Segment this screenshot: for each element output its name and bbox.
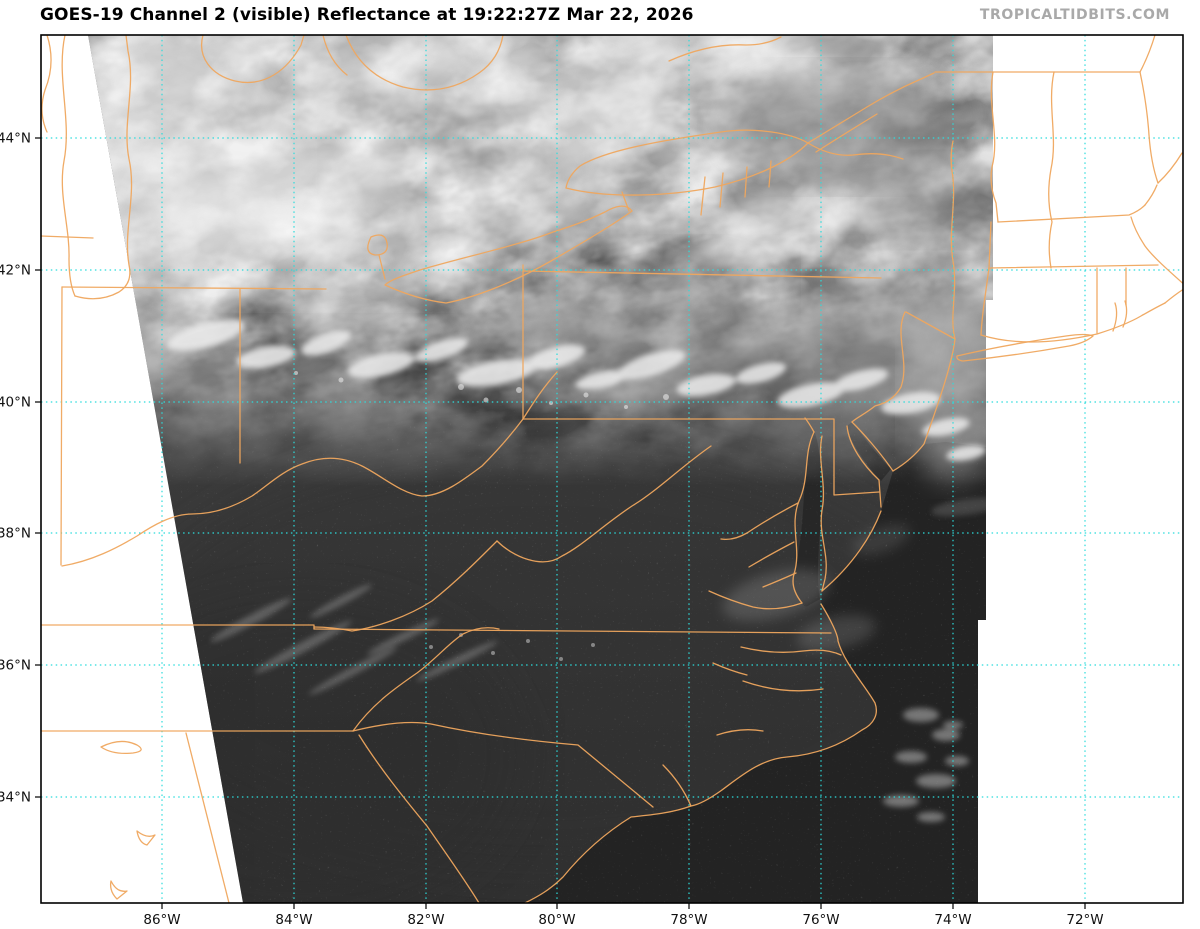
georgian-bay-shore	[345, 35, 504, 91]
connecticut-coast	[980, 302, 1166, 343]
lon-tick-label: 84°W	[275, 912, 312, 928]
chesapeake-east-shore	[819, 435, 827, 592]
cloud-deck	[88, 35, 993, 666]
narragansett-bay	[1112, 300, 1128, 332]
delmarva-coast	[821, 510, 882, 592]
lat-tick-label: 38°N	[0, 526, 31, 542]
ohio-river	[61, 371, 558, 567]
hudson-river	[950, 140, 956, 340]
lake-ontario-shoreline	[565, 129, 809, 196]
neuse-river	[716, 729, 764, 736]
chowan-river	[712, 662, 748, 676]
site-watermark: TROPICALTIDBITS.COM	[979, 7, 1170, 23]
lake-stclair	[367, 234, 388, 280]
maine-border-northeast	[1139, 35, 1156, 73]
new-hampshire-maine-border	[1139, 71, 1159, 184]
lat-tick-label: 42°N	[0, 263, 31, 279]
georgia-alabama-border	[185, 732, 230, 903]
york-river	[762, 572, 797, 588]
piedmont-specks	[429, 633, 595, 661]
cumulus-specks	[294, 371, 669, 409]
lon-tick-label: 76°W	[802, 912, 839, 928]
susquehanna-mouth	[804, 417, 815, 433]
boston-coast	[1130, 216, 1183, 285]
ottawa-river	[668, 36, 782, 62]
west-virginia-virginia-border	[496, 445, 712, 563]
albemarle-sound	[740, 646, 842, 656]
north-carolina-south-carolina-border	[352, 721, 654, 808]
lake-champlain-ny-vt-border	[990, 71, 999, 223]
tennessee-valley-lake-3	[109, 880, 128, 900]
lake-michigan-west-shore	[61, 35, 76, 297]
wisconsin-illinois-border	[41, 235, 94, 239]
atlantic-coastline	[524, 603, 877, 903]
mohawk-river	[807, 142, 904, 160]
cumulus-band	[167, 319, 986, 461]
lake-huron-arc	[322, 35, 348, 76]
gridlines-layer	[41, 35, 1183, 903]
lake-michigan-east-shore	[74, 35, 133, 300]
cape-cod-coast	[1164, 288, 1183, 304]
tennessee-north-carolina-border	[352, 627, 500, 732]
delaware-river	[851, 311, 906, 423]
cape-fear-river	[662, 764, 692, 807]
map-title: GOES-19 Channel 2 (visible) Reflectance …	[40, 5, 694, 25]
michigan-south-border	[61, 286, 327, 290]
map-frame	[40, 34, 1184, 904]
green-bay-shore	[41, 35, 52, 133]
lon-tick-label: 74°W	[934, 912, 971, 928]
vermont-new-hampshire-border	[1048, 71, 1055, 269]
lat-tick-label: 34°N	[0, 790, 31, 806]
illinois-indiana-border	[60, 286, 63, 566]
mason-dixon-line	[522, 418, 880, 496]
lat-tick-label: 36°N	[0, 658, 31, 674]
virginia-north-carolina-border	[313, 628, 832, 634]
savannah-river-border	[358, 734, 480, 903]
lat-tick-label: 40°N	[0, 395, 31, 411]
chesapeake-west-shore	[792, 431, 815, 604]
tennessee-valley-lake-2	[136, 830, 156, 846]
lat-tick-label: 44°N	[0, 131, 31, 147]
mountain-wave-clouds	[210, 584, 498, 695]
finger-lakes	[700, 160, 772, 216]
potomac-river	[720, 502, 799, 541]
lon-tick-label: 82°W	[407, 912, 444, 928]
lon-tick-label: 72°W	[1066, 912, 1103, 928]
lon-tick-label: 86°W	[143, 912, 180, 928]
delaware-shore	[846, 425, 882, 508]
virginia-kentucky-border	[313, 540, 498, 632]
new-jersey-coast	[892, 338, 956, 472]
saginaw-bay-shore	[201, 35, 305, 83]
new-york-connecticut-border	[980, 221, 992, 336]
new-york-new-jersey-border	[905, 311, 956, 340]
lon-tick-label: 78°W	[670, 912, 707, 928]
long-island-outline	[956, 333, 1094, 362]
rappahannock-river	[748, 541, 795, 568]
massachusetts-south-border	[988, 264, 1159, 269]
state-borders-layer	[41, 35, 1183, 903]
lake-erie-shoreline	[384, 205, 633, 304]
delaware-bay-nj-shore	[851, 421, 894, 472]
axes-layer: 44°N 42°N 40°N 38°N 36°N 34°N 86°W 84°W 82°W 80°W…	[0, 131, 1104, 929]
st-lawrence-river	[807, 72, 935, 153]
offshore-cumulus	[883, 497, 993, 822]
lon-tick-label: 80°W	[538, 912, 575, 928]
maine-coast	[1144, 152, 1183, 206]
massachusetts-north-border	[997, 204, 1146, 223]
pamlico-sound	[742, 680, 824, 692]
pennsylvania-north-border	[522, 270, 882, 279]
tennessee-valley-lake-1	[100, 740, 142, 755]
kentucky-tennessee-border	[41, 624, 315, 630]
james-river	[708, 590, 803, 610]
